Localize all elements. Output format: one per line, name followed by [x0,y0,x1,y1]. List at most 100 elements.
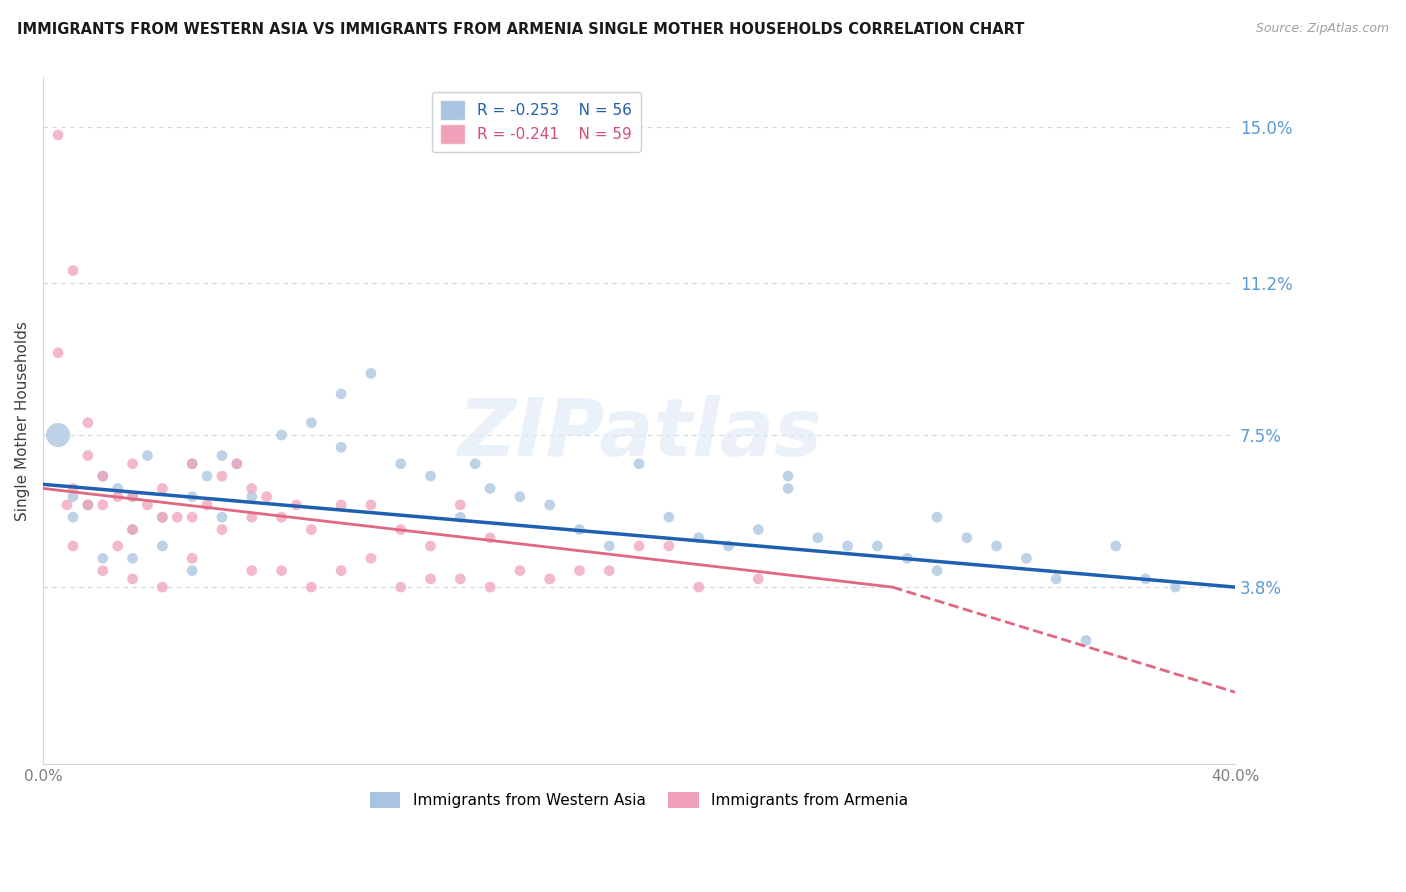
Point [270,510,292,524]
Point [46,428,69,442]
Point [1105,539,1128,553]
Point [598,564,620,578]
Point [46,128,69,142]
Point [389,457,412,471]
Point [121,523,143,537]
Point [688,531,710,545]
Legend: Immigrants from Western Asia, Immigrants from Armenia: Immigrants from Western Asia, Immigrants… [364,787,914,814]
Point [360,498,382,512]
Point [538,498,561,512]
Point [330,564,353,578]
Point [211,469,233,483]
Point [479,482,502,496]
Point [360,551,382,566]
Point [449,510,471,524]
Point [150,510,173,524]
Text: IMMIGRANTS FROM WESTERN ASIA VS IMMIGRANTS FROM ARMENIA SINGLE MOTHER HOUSEHOLDS: IMMIGRANTS FROM WESTERN ASIA VS IMMIGRAN… [17,22,1024,37]
Point [1135,572,1157,586]
Point [389,523,412,537]
Point [896,551,918,566]
Point [121,490,143,504]
Point [330,498,353,512]
Point [240,510,263,524]
Point [419,539,441,553]
Point [776,482,799,496]
Point [91,469,114,483]
Point [986,539,1008,553]
Point [150,510,173,524]
Text: Source: ZipAtlas.com: Source: ZipAtlas.com [1256,22,1389,36]
Point [181,490,204,504]
Point [628,539,651,553]
Point [449,498,471,512]
Point [717,539,740,553]
Point [837,539,859,553]
Point [211,510,233,524]
Point [121,457,143,471]
Point [330,387,353,401]
Y-axis label: Single Mother Households: Single Mother Households [15,321,30,521]
Point [509,564,531,578]
Point [1074,633,1097,648]
Point [62,263,84,277]
Point [419,469,441,483]
Point [479,531,502,545]
Text: ZIPatlas: ZIPatlas [457,395,821,474]
Point [166,510,188,524]
Point [1164,580,1187,594]
Point [598,539,620,553]
Point [62,510,84,524]
Point [181,551,204,566]
Point [256,490,278,504]
Point [240,482,263,496]
Point [77,498,100,512]
Point [225,457,247,471]
Point [568,523,591,537]
Point [628,457,651,471]
Point [91,551,114,566]
Point [136,498,159,512]
Point [150,539,173,553]
Point [1015,551,1038,566]
Point [270,564,292,578]
Point [956,531,979,545]
Point [195,498,218,512]
Point [121,490,143,504]
Point [62,490,84,504]
Point [285,498,308,512]
Point [225,457,247,471]
Point [925,510,948,524]
Point [107,539,129,553]
Point [56,498,79,512]
Point [62,539,84,553]
Point [449,572,471,586]
Point [181,564,204,578]
Point [77,498,100,512]
Point [181,510,204,524]
Point [360,367,382,381]
Point [211,449,233,463]
Point [807,531,830,545]
Point [568,564,591,578]
Point [464,457,486,471]
Point [419,572,441,586]
Point [688,580,710,594]
Point [747,572,769,586]
Point [107,490,129,504]
Point [299,416,322,430]
Point [866,539,889,553]
Point [136,449,159,463]
Point [240,564,263,578]
Point [747,523,769,537]
Point [121,551,143,566]
Point [1045,572,1067,586]
Point [211,523,233,537]
Point [330,441,353,455]
Point [121,572,143,586]
Point [150,580,173,594]
Point [538,572,561,586]
Point [299,523,322,537]
Point [91,469,114,483]
Point [389,580,412,594]
Point [658,510,681,524]
